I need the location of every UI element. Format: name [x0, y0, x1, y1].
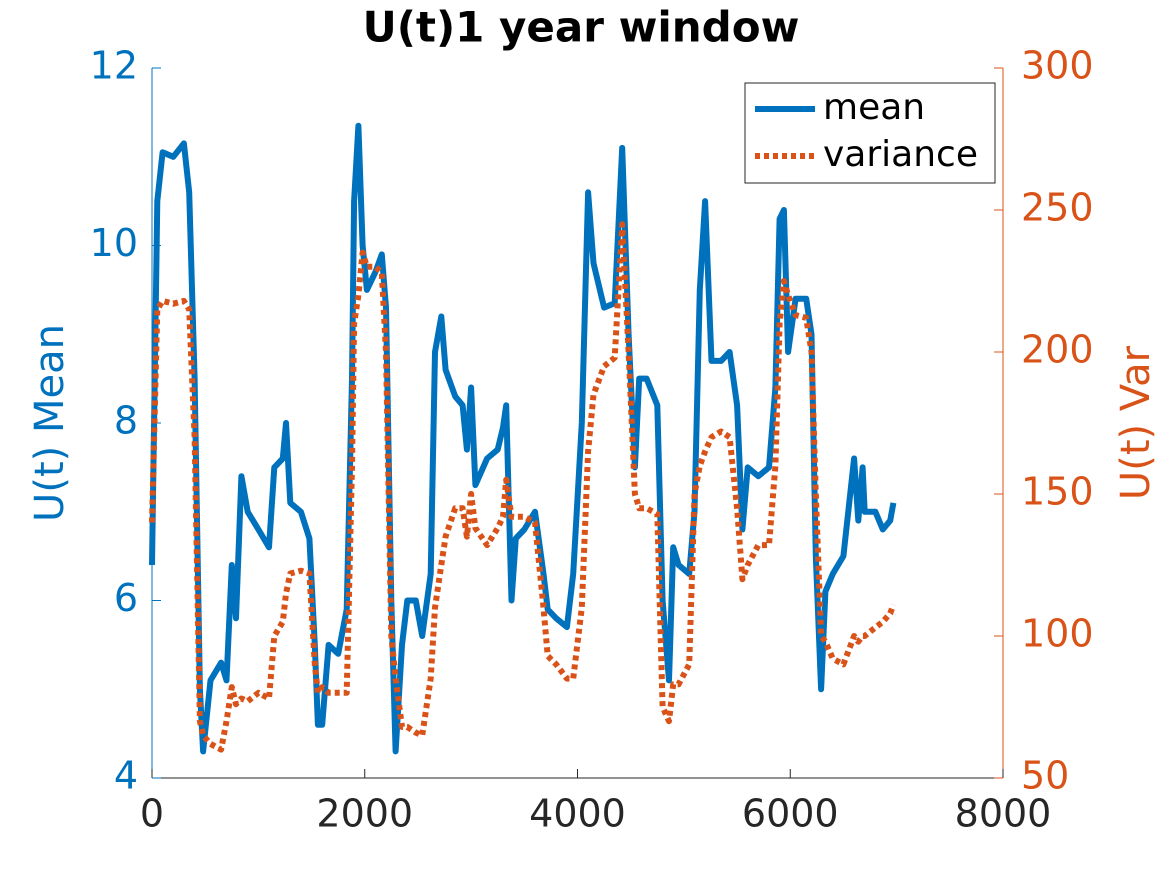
- x-tick-label: 2000: [316, 792, 413, 836]
- y2-tick-label: 300: [1021, 44, 1094, 88]
- y2-tick-label: 200: [1021, 328, 1094, 372]
- y-tick-label: 6: [114, 576, 138, 620]
- series-line: [149, 122, 897, 755]
- y2-tick-label: 150: [1021, 470, 1094, 514]
- y-axis-label: U(t) Mean: [27, 324, 73, 522]
- y2-tick-label: 250: [1021, 186, 1094, 230]
- y-tick-label: 4: [114, 754, 138, 798]
- y-tick-label: 8: [114, 399, 138, 443]
- y2-tick-label: 100: [1021, 612, 1094, 656]
- x-tick-label: 4000: [529, 792, 626, 836]
- y2-tick-label: 50: [1021, 754, 1069, 798]
- legend-label: mean: [823, 87, 925, 128]
- y-tick-label: 10: [90, 221, 138, 265]
- y-tick-label: 12: [90, 44, 138, 88]
- y2-axis-label: U(t) Var: [1113, 345, 1159, 500]
- legend-box: [744, 82, 996, 184]
- chart-title: U(t)1 year window: [363, 3, 800, 52]
- x-tick-label: 0: [140, 792, 164, 836]
- legend-label: variance: [823, 134, 978, 175]
- series-line: [149, 221, 897, 753]
- x-tick-label: 8000: [955, 792, 1052, 836]
- x-tick-label: 6000: [742, 792, 839, 836]
